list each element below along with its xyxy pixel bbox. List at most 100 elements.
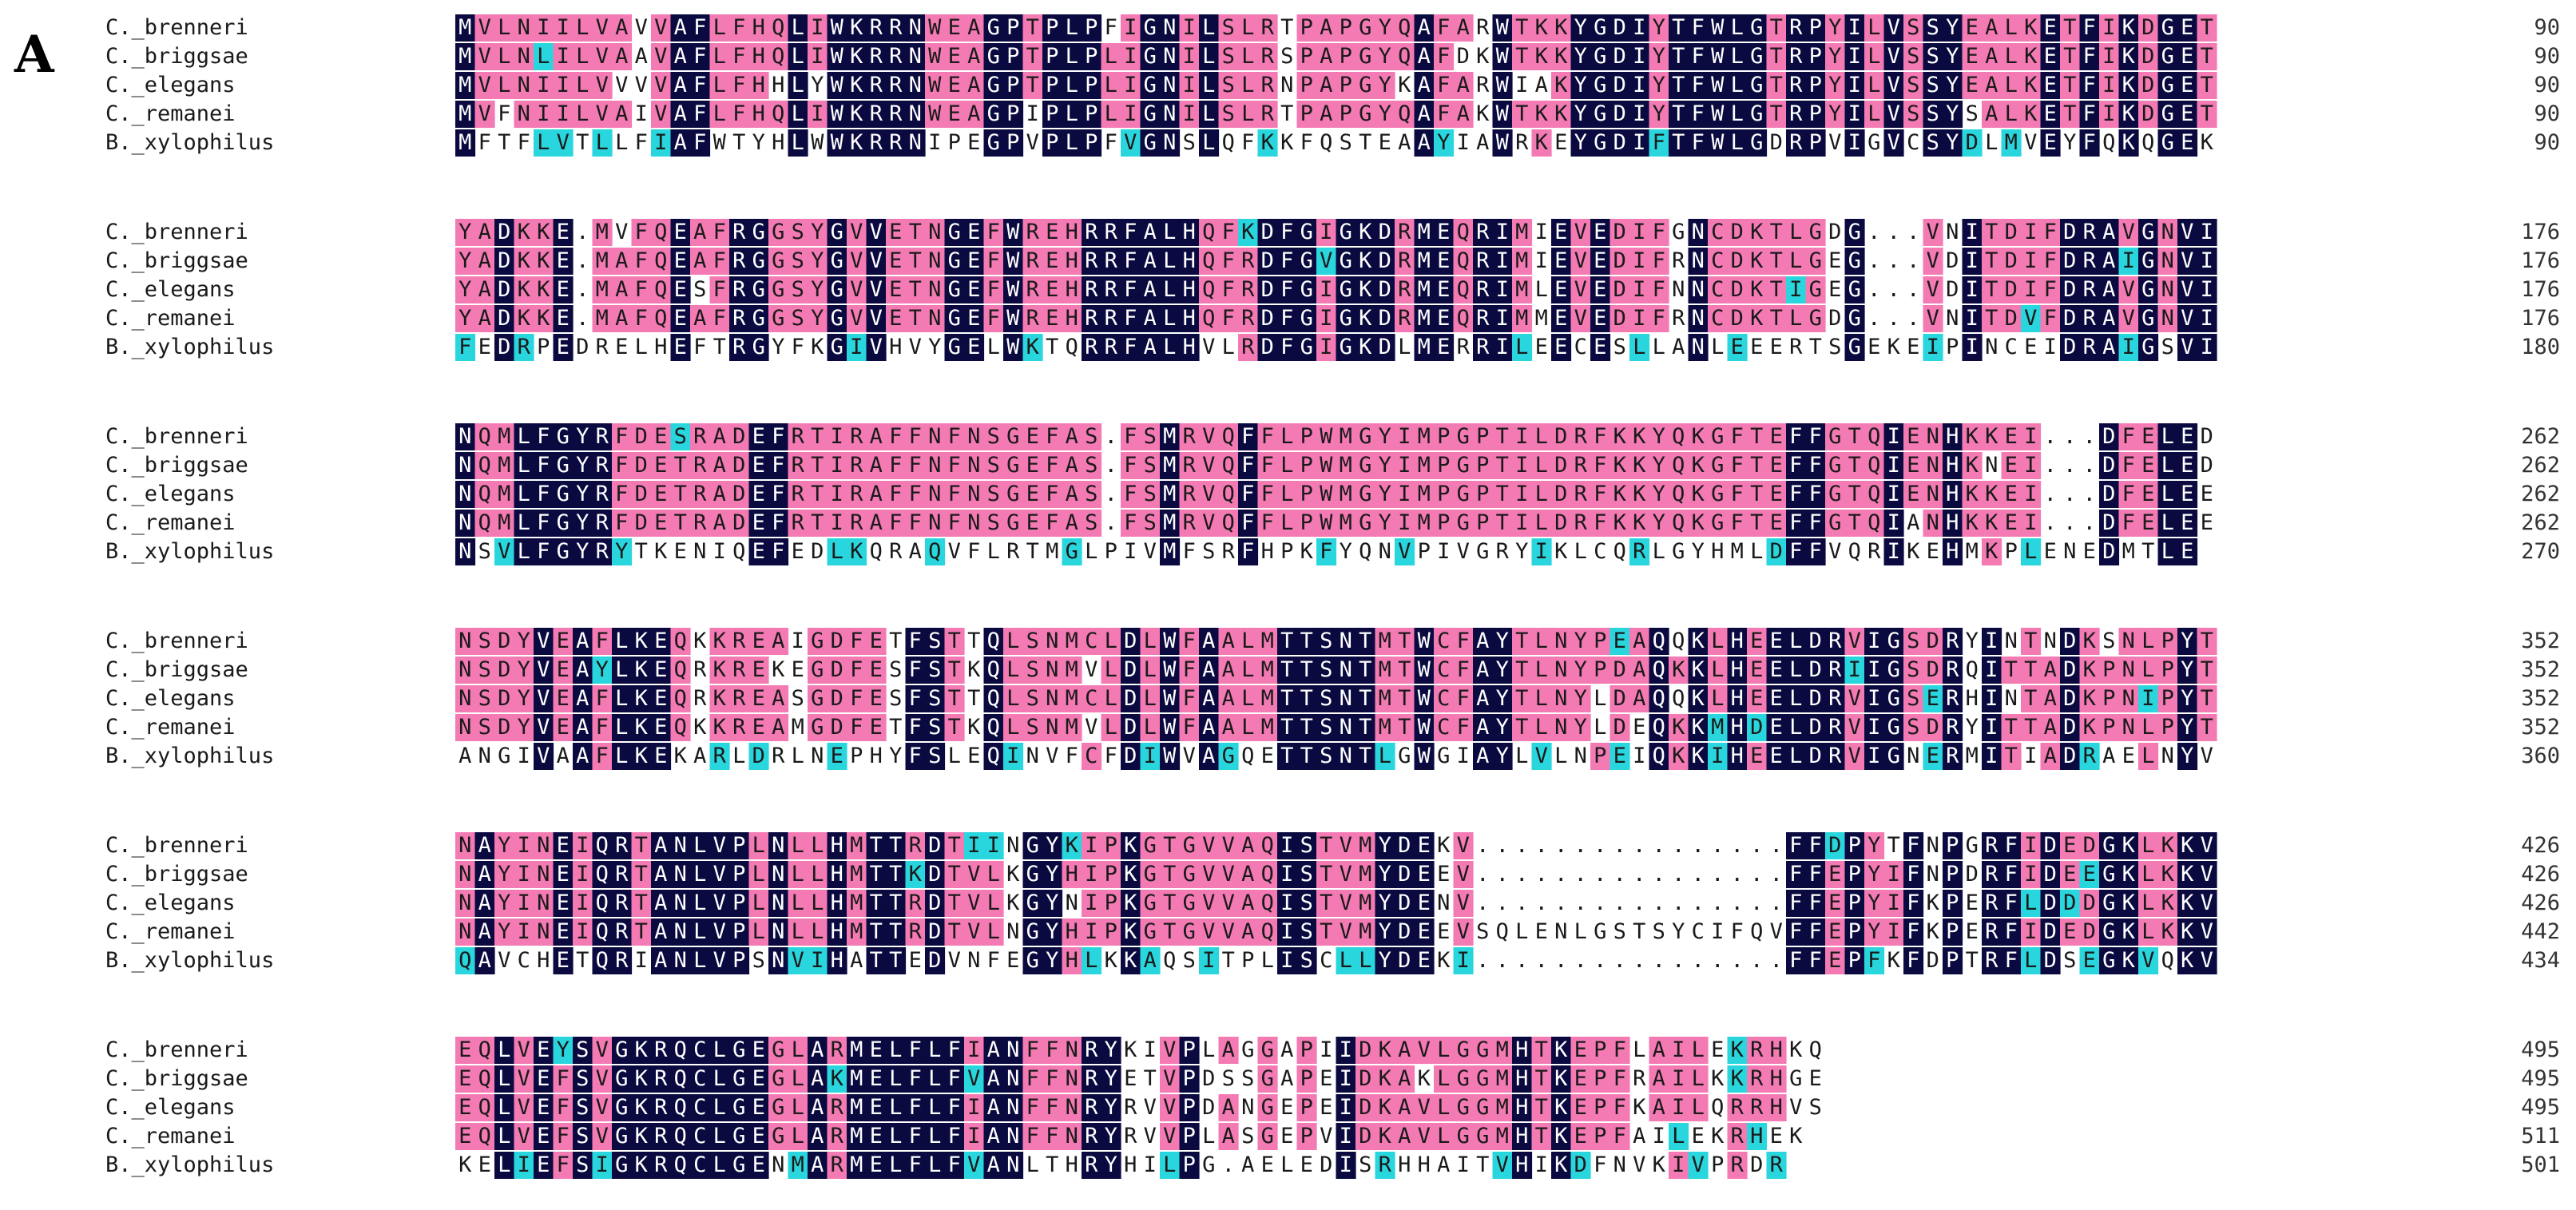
residue: D xyxy=(1379,220,1391,244)
residue: D xyxy=(2005,277,2018,302)
residue: E xyxy=(1594,220,1606,244)
residue: Y xyxy=(1379,424,1391,449)
residue: D xyxy=(2102,453,2115,478)
residue: K xyxy=(2181,833,2194,858)
residue: F xyxy=(537,424,550,449)
residue: A xyxy=(654,833,667,858)
residue: P xyxy=(948,130,961,155)
residue: T xyxy=(635,539,648,564)
residue: Y xyxy=(518,715,530,740)
residue: P xyxy=(732,948,745,973)
residue: F xyxy=(1692,73,1705,97)
residue: G xyxy=(1006,453,1019,478)
residue: I xyxy=(1496,277,1509,302)
residue: R xyxy=(1222,539,1236,564)
residue: N xyxy=(2161,277,2174,302)
residue: L xyxy=(713,1124,726,1149)
residue: L xyxy=(576,44,589,69)
residue: E xyxy=(2122,744,2135,768)
residue: R xyxy=(831,1152,844,1177)
residue: K xyxy=(1653,1152,1666,1177)
residue: M xyxy=(1379,686,1391,711)
residue: I xyxy=(1633,306,1645,331)
residue: R xyxy=(792,424,805,449)
residue: V xyxy=(967,862,980,887)
residue: I xyxy=(2024,510,2037,535)
residue: E xyxy=(870,1037,883,1062)
residue: K xyxy=(1731,1066,1744,1091)
residue-highlight xyxy=(455,14,476,42)
residue: N xyxy=(1340,744,1352,768)
residue: H xyxy=(1515,1037,1528,1062)
residue: A xyxy=(1398,1037,1411,1062)
residue: S xyxy=(1320,744,1332,768)
residue: L xyxy=(1006,686,1019,711)
residue: V xyxy=(1927,277,1939,302)
residue: K xyxy=(1398,73,1411,97)
residue: P xyxy=(1594,1095,1606,1120)
residue: A xyxy=(557,744,570,768)
residue: T xyxy=(2201,101,2213,126)
residue: K xyxy=(1750,220,1764,244)
residue: G xyxy=(1594,15,1606,40)
residue: Y xyxy=(1379,482,1391,506)
residue: K xyxy=(2122,15,2136,40)
residue: A xyxy=(1907,510,1919,535)
residue: G xyxy=(772,1066,784,1091)
residue: R xyxy=(1105,306,1118,331)
residue: G xyxy=(1789,1066,1802,1091)
residue: I xyxy=(1085,919,1097,944)
residue: S xyxy=(1183,948,1196,973)
residue: I xyxy=(1457,130,1470,155)
residue: G xyxy=(1711,453,1724,478)
residue: G xyxy=(1809,248,1822,273)
residue: N xyxy=(1066,891,1078,915)
residue: I xyxy=(811,15,824,40)
residue: I xyxy=(1280,948,1293,973)
residue: T xyxy=(576,130,589,155)
residue: P xyxy=(1183,1095,1196,1120)
residue: F xyxy=(1026,1095,1039,1120)
residue: D xyxy=(1927,657,1939,682)
residue: T xyxy=(635,833,648,858)
alignment-row: C._elegans M V L N I I L V V V V A F L F H H L Y W K R R N W E A G P T… xyxy=(105,72,2560,99)
residue: N xyxy=(1163,73,1176,97)
residue: N xyxy=(458,891,471,915)
residue: I xyxy=(967,833,980,858)
residue: I xyxy=(1515,424,1528,449)
residue: P xyxy=(1046,101,1058,126)
residue: L xyxy=(2161,453,2174,478)
residue: A xyxy=(1280,1037,1293,1062)
residue: W xyxy=(1006,248,1020,273)
residue: T xyxy=(948,919,961,944)
residue: R xyxy=(1085,248,1098,273)
residue: R xyxy=(693,482,707,506)
residue: W xyxy=(1711,44,1725,69)
residue: F xyxy=(1457,686,1470,711)
residue: . xyxy=(1476,948,1489,973)
residue: L xyxy=(1066,44,1078,69)
residue: A xyxy=(1633,657,1645,682)
residue: F xyxy=(948,1152,961,1177)
residue: M xyxy=(1515,248,1528,273)
residue: I xyxy=(1887,539,1900,564)
residue: M xyxy=(792,715,804,740)
residue: Y xyxy=(1966,715,1979,740)
residue: P xyxy=(1046,44,1058,69)
residue: T xyxy=(1398,629,1411,653)
residue: Q xyxy=(1653,629,1665,653)
residue: Y xyxy=(1046,948,1058,973)
residue: G xyxy=(557,482,570,506)
residue: T xyxy=(2024,715,2037,740)
residue: E xyxy=(478,335,491,359)
residue: N xyxy=(1241,1095,1254,1120)
residue: L xyxy=(1241,73,1254,97)
residue: V xyxy=(1770,919,1783,944)
residue: V xyxy=(596,73,609,97)
residue: I xyxy=(1848,101,1861,126)
residue: V xyxy=(1202,862,1215,887)
residue: L xyxy=(498,1037,510,1062)
residue: T xyxy=(1280,686,1293,711)
residue: T xyxy=(2201,15,2213,40)
